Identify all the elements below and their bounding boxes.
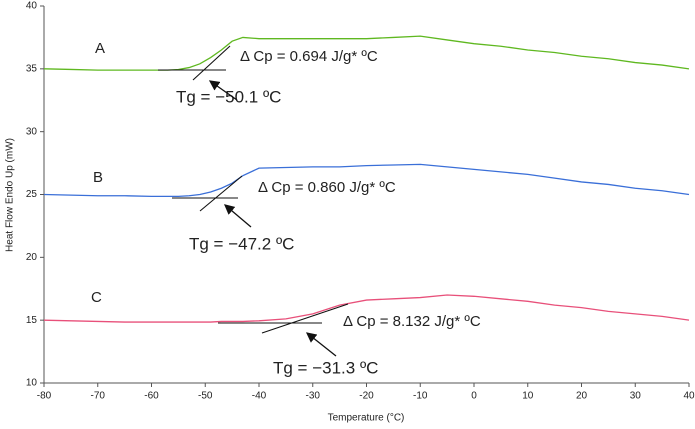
tangent-line (199, 175, 243, 212)
annotation: Δ Cp = 0.694 J/g* ºC (240, 48, 378, 65)
arrow (224, 204, 252, 228)
x-tick-label: 10 (522, 391, 534, 402)
tangent-line (261, 303, 349, 334)
x-tick-label: -60 (144, 391, 159, 402)
x-tick-label: -30 (306, 391, 321, 402)
curve-label: B (93, 169, 103, 186)
x-tick-label: -40 (252, 391, 267, 402)
arrow (208, 80, 238, 101)
x-tick-label: -70 (91, 391, 106, 402)
annotation: Δ Cp = 8.132 J/g* ºC (343, 313, 481, 330)
tangent-line (192, 45, 231, 81)
x-tick-label: -10 (413, 391, 428, 402)
y-tick-label: 25 (26, 189, 38, 200)
curve-label: A (95, 40, 105, 57)
y-tick-label: 35 (26, 63, 38, 74)
y-tick-label: 15 (26, 315, 38, 326)
annotation: Tg = −50.1 ºC (176, 87, 281, 106)
curve-label: C (91, 289, 102, 306)
x-tick-label: 0 (471, 391, 477, 402)
y-axis-label: Heat Flow Endo Up (mW) (5, 138, 16, 252)
x-tick-label: 40 (683, 391, 695, 402)
arrow (305, 332, 337, 357)
series-line (43, 163, 690, 198)
y-tick-label: 40 (26, 1, 38, 12)
annotation: Tg = −31.3 ºC (273, 358, 378, 377)
x-tick-label: -80 (37, 391, 52, 402)
y-tick-label: 20 (26, 252, 38, 263)
y-tick-label: 30 (26, 126, 38, 137)
x-tick-label: -20 (359, 391, 374, 402)
series-line (43, 294, 690, 323)
x-tick-label: -50 (198, 391, 213, 402)
x-tick-label: 20 (576, 391, 588, 402)
x-tick-label: 30 (630, 391, 642, 402)
x-axis-label: Temperature (°C) (328, 413, 405, 424)
annotation: Δ Cp = 0.860 J/g* ºC (258, 179, 396, 196)
annotation: Tg = −47.2 ºC (189, 234, 294, 253)
y-tick-label: 10 (26, 378, 38, 389)
